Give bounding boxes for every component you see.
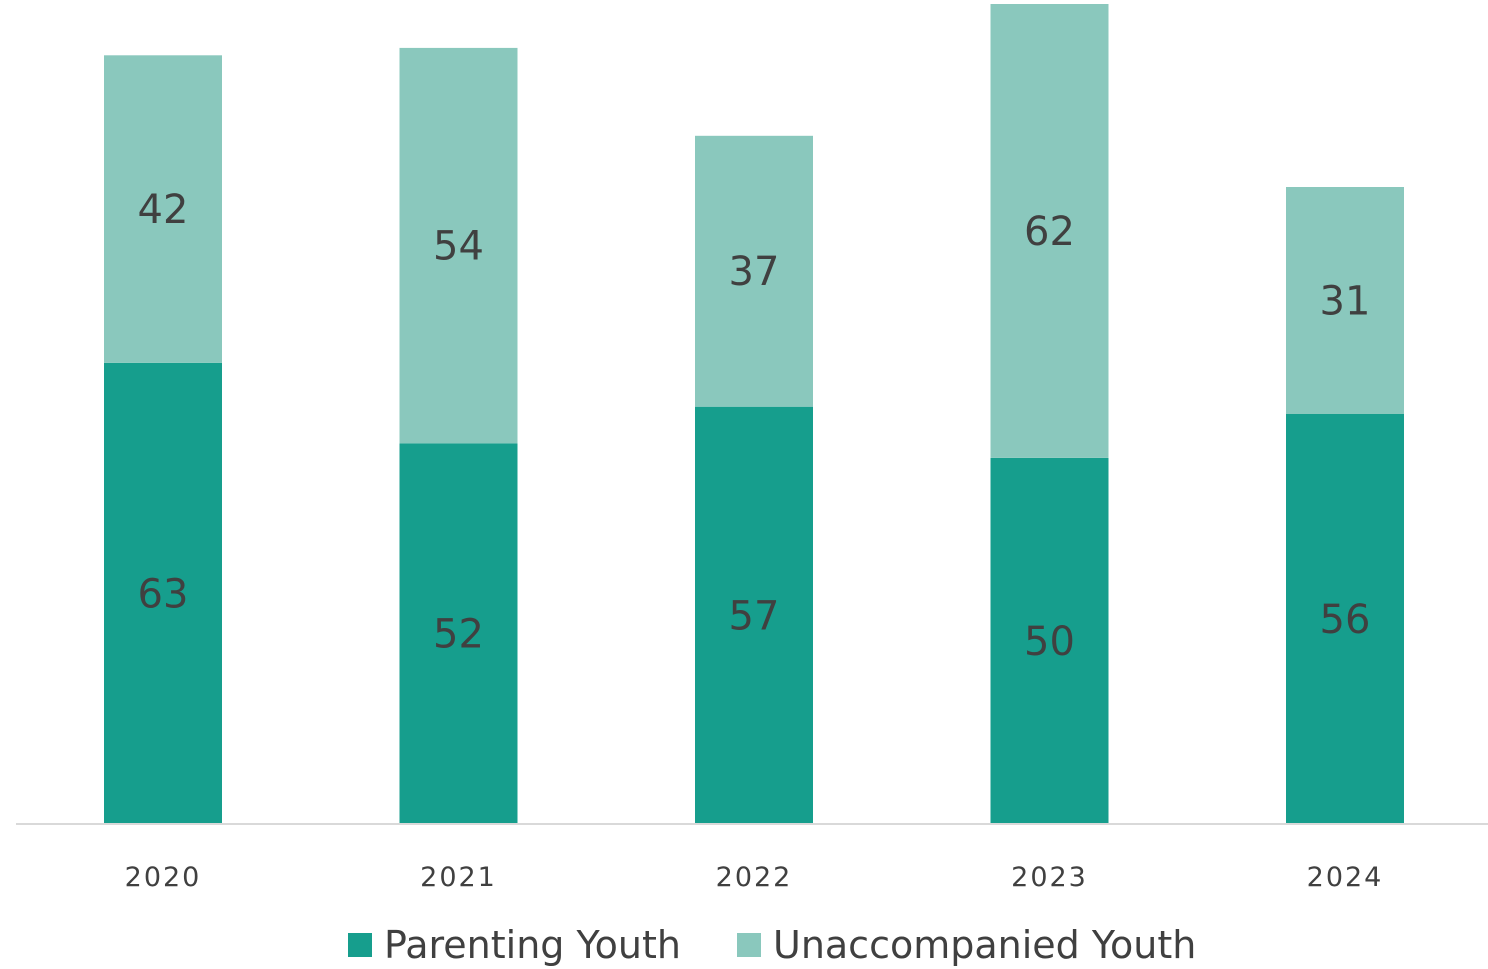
legend-swatch-unaccompanied	[737, 933, 761, 957]
value-label-parenting-2024: 56	[1320, 597, 1371, 643]
bar-unaccompanied-2022	[695, 135, 813, 407]
bars-group	[104, 4, 1404, 825]
value-label-unaccompanied-2020: 42	[138, 187, 189, 233]
legend-swatch-parenting	[348, 933, 372, 957]
bar-unaccompanied-2023	[990, 4, 1109, 458]
x-tick-label-2021: 2021	[420, 862, 497, 893]
legend-label-unaccompanied: Unaccompanied Youth	[773, 923, 1196, 967]
value-label-unaccompanied-2022: 37	[729, 249, 780, 295]
x-tick-label-2022: 2022	[716, 862, 793, 893]
bar-parenting-2022	[695, 406, 813, 824]
x-tick-label-2024: 2024	[1307, 862, 1384, 893]
x-tick-labels-group: 2020 2021 2022 2023 2024	[125, 862, 1384, 893]
value-label-parenting-2021: 52	[433, 612, 484, 658]
value-labels-group: 63 42 52 54 57 37 50 62 56 31	[138, 187, 1371, 665]
bar-parenting-2024	[1286, 414, 1404, 824]
bar-unaccompanied-2024	[1286, 187, 1404, 414]
bar-unaccompanied-2020	[104, 55, 222, 363]
legend: Parenting Youth Unaccompanied Youth	[348, 923, 1196, 967]
legend-label-parenting: Parenting Youth	[384, 923, 681, 967]
value-label-parenting-2023: 50	[1024, 619, 1075, 665]
value-label-unaccompanied-2024: 31	[1320, 279, 1371, 325]
value-label-parenting-2022: 57	[729, 593, 780, 639]
value-label-unaccompanied-2021: 54	[433, 224, 484, 270]
bar-unaccompanied-2021	[399, 47, 518, 444]
x-tick-label-2023: 2023	[1011, 862, 1088, 893]
bar-parenting-2021	[399, 443, 518, 824]
value-label-parenting-2020: 63	[138, 571, 189, 617]
bar-parenting-2023	[990, 457, 1109, 824]
x-tick-label-2020: 2020	[125, 862, 202, 893]
value-label-unaccompanied-2023: 62	[1024, 209, 1075, 255]
bar-parenting-2020	[104, 362, 222, 825]
